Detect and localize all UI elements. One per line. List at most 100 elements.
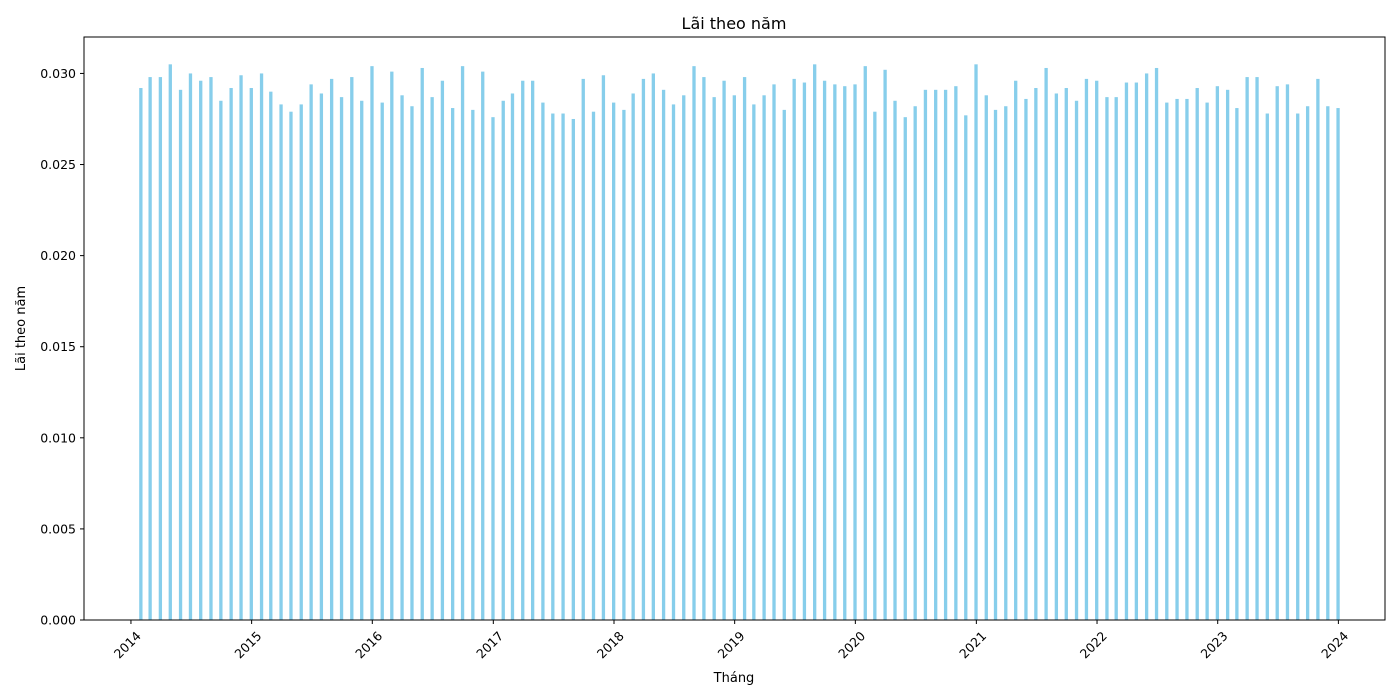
bar (350, 77, 354, 620)
bar (1154, 67, 1159, 621)
bar (299, 104, 303, 620)
bar (440, 80, 445, 621)
bar (571, 118, 575, 620)
bar (1024, 98, 1028, 620)
bar (178, 89, 183, 620)
y-tick-label: 0.015 (40, 339, 76, 354)
bar (188, 73, 193, 620)
bar (471, 109, 475, 621)
bar (651, 73, 655, 620)
bar (521, 80, 525, 621)
x-tick-label: 2023 (1198, 628, 1231, 661)
bar-series (139, 64, 1340, 621)
bar (934, 89, 938, 620)
bar (1124, 82, 1129, 621)
bar (903, 117, 907, 620)
bar (1205, 102, 1209, 621)
bar (993, 109, 998, 621)
chart-title: Lãi theo năm (682, 14, 787, 33)
x-tick-label: 2015 (231, 628, 264, 661)
bar (1296, 113, 1300, 621)
bar (1285, 84, 1290, 621)
bar (813, 64, 817, 620)
bar (671, 104, 676, 620)
bar (1305, 106, 1310, 621)
bar (1165, 102, 1169, 621)
bar (1114, 97, 1118, 621)
bar (339, 97, 344, 621)
x-tick-label: 2021 (956, 628, 989, 661)
bar (822, 80, 827, 621)
y-tick-label: 0.010 (40, 430, 76, 445)
bar (491, 117, 495, 620)
bar (168, 64, 172, 620)
bar (641, 78, 646, 620)
bar (883, 69, 887, 621)
bar (319, 93, 324, 621)
bar (329, 78, 334, 620)
bar (873, 111, 877, 620)
bar (1095, 80, 1099, 621)
bar (1215, 86, 1220, 620)
x-tick-label: 2017 (473, 628, 506, 661)
bar (661, 89, 666, 620)
bar (249, 88, 253, 620)
y-tick-label: 0.020 (40, 248, 76, 263)
bar (1245, 77, 1249, 620)
y-tick-label: 0.025 (40, 157, 76, 172)
bar (782, 109, 786, 621)
bar (1084, 78, 1089, 620)
bar (460, 66, 465, 620)
y-tick-label: 0.005 (40, 521, 76, 536)
x-tick-label: 2018 (594, 628, 627, 661)
bar (1054, 93, 1059, 621)
bar (752, 104, 756, 620)
bar (510, 93, 515, 621)
bar (1195, 88, 1199, 620)
bar (158, 77, 163, 620)
bar (410, 106, 414, 621)
bar (612, 102, 616, 621)
bar (1034, 88, 1038, 620)
bar (792, 78, 796, 620)
bar (1175, 98, 1179, 620)
bar (943, 89, 948, 620)
bar (209, 77, 213, 620)
x-tick-label: 2019 (714, 628, 747, 661)
bar (1275, 86, 1279, 620)
bar (853, 84, 857, 621)
bar (893, 100, 897, 620)
bar (360, 100, 364, 620)
bar (622, 109, 626, 621)
bar (1336, 108, 1340, 621)
bar (1144, 73, 1149, 620)
bar (984, 95, 988, 621)
bar (702, 77, 706, 620)
bar (742, 77, 747, 620)
x-tick-label: 2014 (111, 628, 144, 661)
bar (712, 97, 716, 621)
y-tick-label: 0.000 (40, 613, 76, 628)
bar (370, 66, 374, 620)
bar (309, 84, 313, 621)
bar (1255, 77, 1259, 620)
bar (913, 106, 917, 621)
bar (269, 91, 273, 620)
bar (843, 86, 847, 620)
bar (229, 88, 233, 620)
bar (541, 102, 545, 621)
x-tick-label: 2016 (352, 628, 385, 661)
bar (531, 80, 535, 621)
bar (148, 77, 152, 620)
bar (400, 95, 404, 621)
bar (1134, 82, 1139, 621)
y-tick-label: 0.030 (40, 66, 76, 81)
bar (964, 115, 968, 620)
bar (561, 113, 565, 621)
bar (722, 80, 726, 621)
bar (420, 67, 424, 621)
bar (1044, 67, 1048, 621)
bar (682, 95, 686, 621)
bar (1064, 88, 1068, 620)
bar (380, 102, 384, 621)
